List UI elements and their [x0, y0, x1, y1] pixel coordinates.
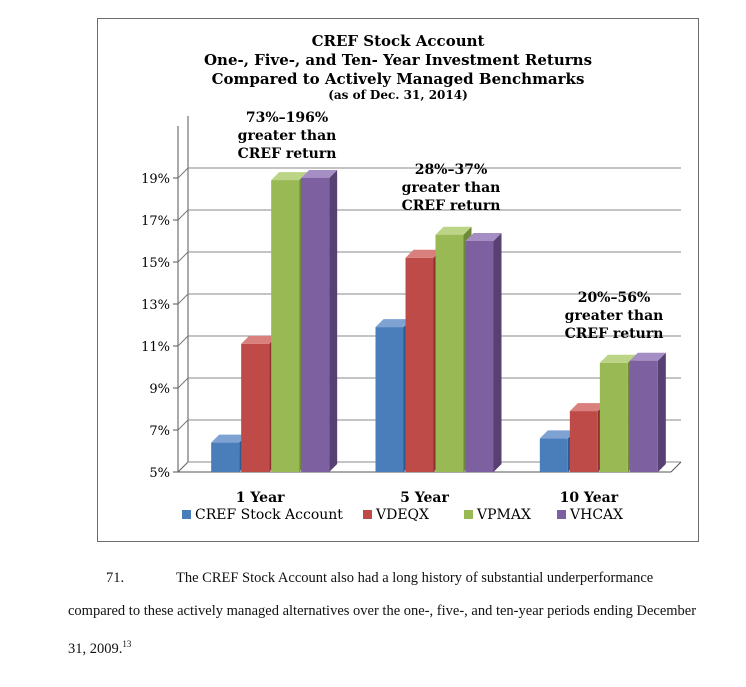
y-tick-label: 9%	[149, 382, 170, 397]
y-tick-label: 7%	[149, 424, 170, 439]
chart-frame: 5% 7% 9% 11% 13% 15% 17% 19% 1 Year 5 Year 10 Year…	[97, 18, 699, 542]
bar	[241, 343, 270, 472]
gridline-depth	[177, 419, 189, 431]
annotation-text: CREF return	[565, 326, 664, 342]
chart-title: One-, Five-, and Ten- Year Investment Re…	[204, 51, 592, 69]
gridline-depth	[177, 335, 189, 347]
bar-top	[211, 434, 248, 443]
y-tick-label: 11%	[141, 340, 170, 355]
bar	[629, 360, 658, 472]
y-tick-label: 17%	[141, 214, 170, 229]
chart-title: Compared to Actively Managed Benchmarks	[212, 70, 585, 88]
bar-chart: 5% 7% 9% 11% 13% 15% 17% 19% 1 Year 5 Year 10 Year…	[141, 32, 682, 523]
annotation-text: greater than	[402, 180, 501, 196]
y-tick-label: 5%	[149, 466, 170, 481]
bar-top	[301, 170, 338, 178]
bar	[375, 327, 404, 472]
gridline-depth	[177, 209, 189, 221]
bar-top	[241, 335, 278, 344]
gridline-depth	[177, 251, 189, 263]
legend-label: VDEQX	[375, 507, 429, 523]
annotation-text: 20%–56%	[578, 290, 651, 306]
bar	[301, 178, 330, 472]
y-tick-label: 15%	[141, 256, 170, 271]
bar-top	[629, 352, 666, 361]
x-category-label: 1 Year	[236, 490, 285, 506]
legend-label: CREF Stock Account	[195, 507, 343, 523]
footnote-ref: 13	[122, 639, 132, 649]
bar	[211, 442, 240, 472]
bar-top	[375, 319, 412, 328]
bar	[539, 438, 568, 472]
annotation-text: CREF return	[238, 146, 337, 162]
annotation-text: 28%–37%	[415, 162, 488, 178]
bar-top	[271, 172, 308, 181]
bar-side	[493, 233, 502, 472]
body-paragraph: 71. The CREF Stock Account also had a lon…	[68, 562, 708, 666]
bar-top	[465, 233, 502, 241]
bar-top	[599, 354, 636, 363]
gridline-depth	[177, 293, 189, 305]
floor-edge	[670, 461, 682, 473]
y-tick-label: 19%	[141, 172, 170, 187]
bar-top	[405, 249, 442, 258]
bar-side	[329, 170, 338, 472]
gridline-depth	[177, 461, 189, 473]
bar-top	[569, 403, 606, 412]
legend-swatch	[363, 510, 372, 519]
paragraph-text: The CREF Stock Account also had a long h…	[68, 570, 697, 657]
bar	[405, 257, 434, 472]
bar	[435, 234, 464, 472]
gridline-depth	[177, 377, 189, 389]
paragraph-number: 71.	[106, 570, 125, 586]
x-category-label: 5 Year	[400, 490, 449, 506]
legend-label: VPMAX	[476, 507, 531, 523]
annotation-text: 73%–196%	[246, 110, 328, 126]
legend-swatch	[464, 510, 473, 519]
bar	[271, 180, 300, 472]
gridline-depth	[177, 167, 189, 179]
annotation-text: greater than	[238, 128, 337, 144]
legend-label: VHCAX	[569, 507, 623, 523]
chart-title: CREF Stock Account	[312, 32, 485, 50]
annotation-text: CREF return	[402, 198, 501, 214]
bar	[599, 362, 628, 472]
legend-swatch	[182, 510, 191, 519]
chart-subtitle: (as of Dec. 31, 2014)	[328, 88, 468, 102]
bar	[465, 241, 494, 472]
x-category-label: 10 Year	[560, 490, 619, 506]
bar-top	[435, 226, 472, 235]
legend-swatch	[557, 510, 566, 519]
bar-top	[539, 430, 576, 439]
bar-side	[657, 352, 666, 472]
y-tick-label: 13%	[141, 298, 170, 313]
annotation-text: greater than	[565, 308, 664, 324]
bar	[569, 411, 598, 472]
